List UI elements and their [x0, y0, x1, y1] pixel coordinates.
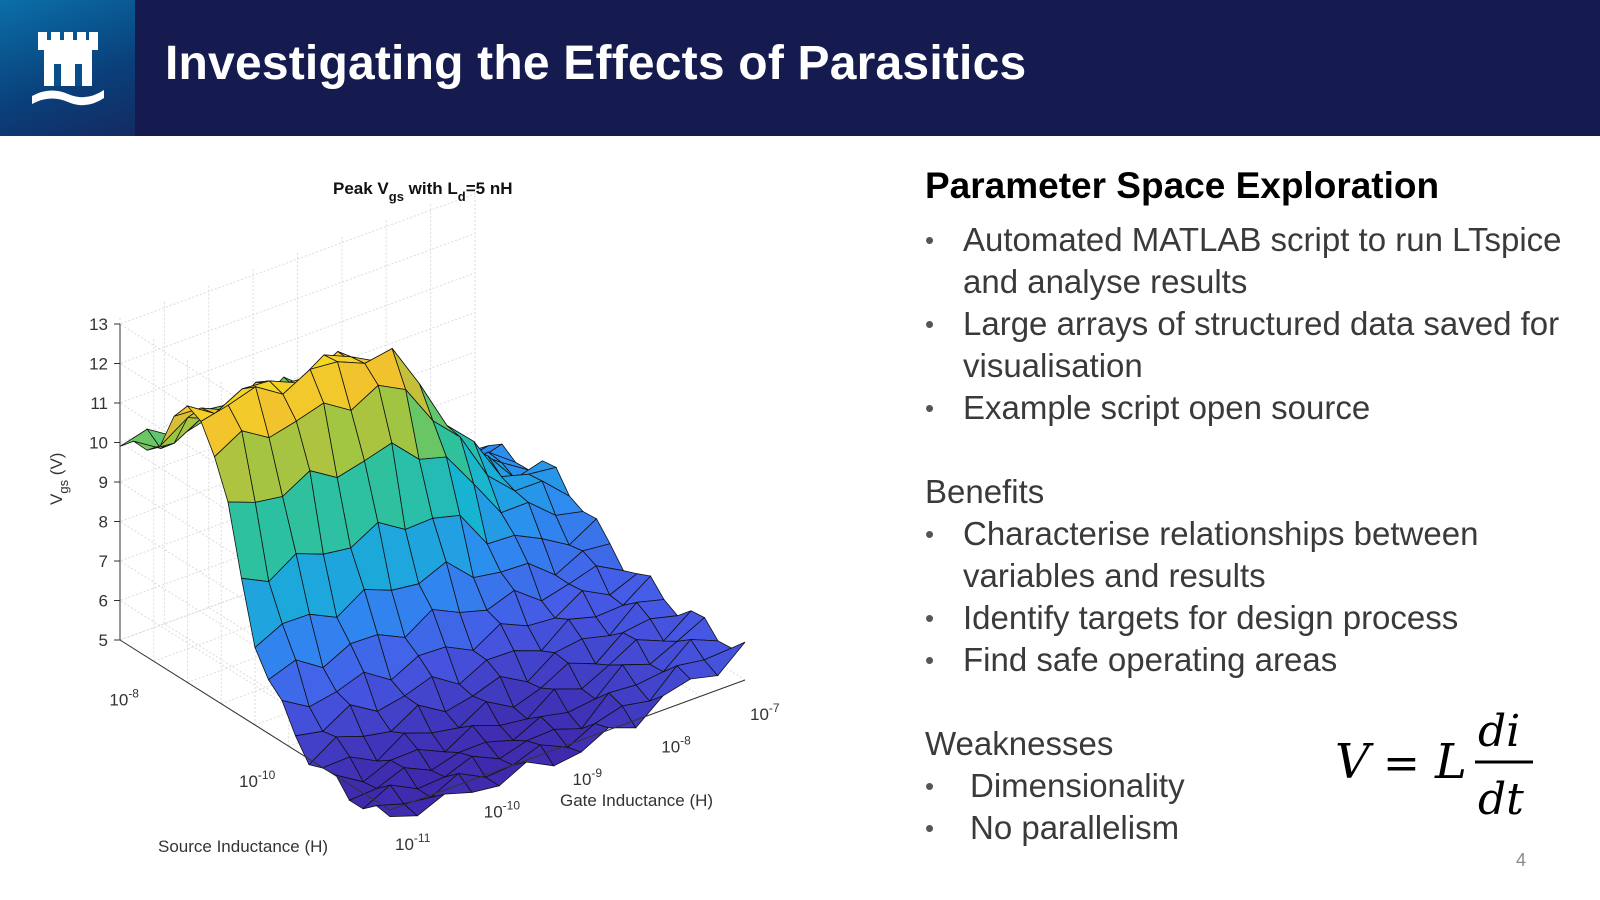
y-tick-exp: -10 [258, 768, 276, 782]
z-tick-label: 7 [99, 552, 108, 571]
title-sub: d [458, 189, 466, 204]
zlabel-sub: gs [56, 479, 71, 493]
x-axis-label: Gate Inductance (H) [560, 791, 713, 810]
zlabel-part: V [47, 493, 66, 505]
x-axis-line [389, 679, 746, 811]
x-tick-base: 10 [573, 770, 592, 789]
z-tick-label: 9 [99, 473, 108, 492]
zlabel-part: (V) [47, 453, 66, 480]
y-axis-label: Source Inductance (H) [158, 837, 328, 856]
slide-header: Investigating the Effects of Parasitics [0, 0, 1600, 136]
x-tick-exp: -8 [680, 734, 691, 748]
z-tick-label: 6 [99, 592, 108, 611]
x-tick-exp: -7 [769, 701, 780, 715]
x-tick-label: 10-8 [661, 734, 691, 757]
x-tick-base: 10 [661, 738, 680, 757]
content-panel: Parameter Space Exploration Automated MA… [925, 165, 1565, 849]
x-tick-label: 10-11 [395, 831, 431, 854]
castle-logo-icon [32, 32, 104, 106]
x-tick-base: 10 [395, 835, 414, 854]
x-tick-label: 10-7 [750, 701, 780, 724]
list-item: Identify targets for design process [925, 597, 1565, 639]
y-tick-label: 10-10 [239, 768, 276, 791]
surface-patch [703, 641, 746, 677]
formula-equals: = [1383, 738, 1420, 789]
surface-mesh [119, 347, 746, 818]
y-tick-label: 10-8 [109, 686, 139, 709]
title-part: =5 nH [466, 179, 513, 198]
title-part: Peak V [333, 179, 389, 198]
list-item: Example script open source [925, 387, 1565, 429]
x-tick-base: 10 [750, 705, 769, 724]
z-axis-label: Vgs (V) [47, 453, 71, 505]
benefits-heading: Benefits [925, 473, 1045, 510]
inductance-formula: V = L di dt [1335, 710, 1533, 825]
chart-title: Peak Vgs with Ld=5 nH [333, 179, 513, 204]
y-axis: 10-810-10 [109, 639, 391, 811]
list-item: Automated MATLAB script to run LTspice a… [925, 219, 1565, 303]
title-sub: gs [389, 189, 404, 204]
slide-title: Investigating the Effects of Parasitics [165, 37, 1027, 90]
x-tick-exp: -10 [503, 799, 521, 813]
x-tick-label: 10-9 [573, 766, 603, 789]
z-tick-label: 12 [89, 355, 108, 374]
z-tick-label: 10 [89, 434, 108, 453]
weaknesses-heading: Weaknesses [925, 725, 1114, 762]
formula-numerator: di [1478, 710, 1520, 757]
y-tick-base: 10 [239, 772, 258, 791]
z-tick-label: 5 [99, 631, 108, 650]
z-tick-label: 11 [90, 394, 108, 413]
x-tick-exp: -9 [591, 766, 602, 780]
x-tick-label: 10-10 [484, 799, 521, 822]
exploration-list: Automated MATLAB script to run LTspice a… [925, 219, 1565, 429]
title-part: with L [404, 179, 458, 198]
section-heading: Parameter Space Exploration [925, 165, 1440, 206]
list-item: Characterise relationships between varia… [925, 513, 1565, 597]
y-tick-base: 10 [109, 690, 128, 709]
z-tick-label: 8 [99, 513, 108, 532]
university-logo [0, 0, 135, 136]
weaknesses-list: Dimensionality No parallelism [925, 765, 1565, 849]
formula-denominator: dt [1478, 774, 1524, 825]
x-tick-exp: -11 [414, 831, 431, 845]
y-tick-exp: -8 [128, 686, 139, 700]
x-tick-base: 10 [484, 803, 503, 822]
formula-lhs: V [1335, 734, 1374, 790]
formula-coefficient: L [1434, 734, 1467, 790]
benefits-list: Characterise relationships between varia… [925, 513, 1565, 681]
z-tick-label: 13 [89, 315, 108, 334]
list-item: No parallelism [925, 807, 1565, 849]
list-item: Large arrays of structured data saved fo… [925, 303, 1565, 387]
z-axis: 5 6 7 8 9 10 11 12 13 [89, 315, 121, 650]
list-item: Dimensionality [925, 765, 1565, 807]
page-number: 4 [1516, 850, 1527, 870]
y-axis-line [119, 639, 391, 811]
list-item: Find safe operating areas [925, 639, 1565, 681]
surface-plot: 567891011121310-1110-1010-910-810-710-81… [47, 179, 780, 856]
